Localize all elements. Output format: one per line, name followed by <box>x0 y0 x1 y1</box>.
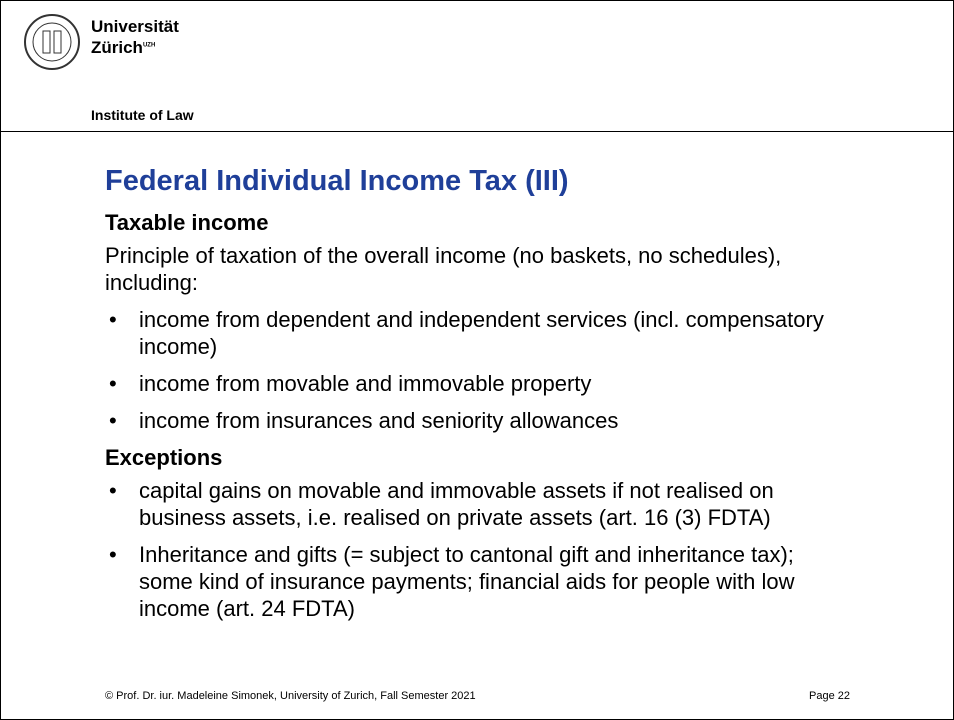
bullet: income from dependent and independent se… <box>105 306 824 360</box>
logo-seal <box>24 14 80 70</box>
bullet: income from movable and immovable proper… <box>105 370 824 397</box>
city: Zürich <box>91 38 143 57</box>
slide-body: Taxable income Principle of taxation of t… <box>105 209 824 632</box>
bullet-line: capital gains on movable and immovable a… <box>139 478 774 503</box>
bullet-line: income from dependent and independent se… <box>139 307 824 332</box>
bullet-line: income) <box>139 334 218 359</box>
bullet-list: capital gains on movable and immovable a… <box>105 477 824 622</box>
bullet: capital gains on movable and immovable a… <box>105 477 824 531</box>
bullet-line: Inheritance and gifts (= subject to cant… <box>139 542 794 567</box>
footer-copyright: © Prof. Dr. iur. Madeleine Simonek, Univ… <box>105 690 476 702</box>
slide-title: Federal Individual Income Tax (III) <box>105 165 569 197</box>
bullet: Inheritance and gifts (= subject to cant… <box>105 541 824 622</box>
bullet-line: income from movable and immovable proper… <box>139 371 592 396</box>
bullet-line: business assets, i.e. realised on privat… <box>139 505 771 530</box>
header-rule <box>1 131 953 132</box>
university-name: Universität <box>91 17 179 36</box>
intro-line: Principle of taxation of the overall inc… <box>105 243 782 268</box>
bullet-list: income from dependent and independent se… <box>105 306 824 434</box>
bullet-line: some kind of insurance payments; financi… <box>139 569 795 594</box>
bullet-line: income (art. 24 FDTA) <box>139 596 355 621</box>
intro-line: including: <box>105 270 198 295</box>
university-city: ZürichUZH <box>91 38 155 58</box>
bullet: income from insurances and seniority all… <box>105 407 824 434</box>
footer-page: Page 22 <box>809 690 850 702</box>
section-heading: Taxable income <box>105 210 269 235</box>
uzh: UZH <box>142 42 156 49</box>
bullet-line: income from insurances and seniority all… <box>139 408 619 433</box>
institute: Institute of Law <box>91 107 194 123</box>
section-heading: Exceptions <box>105 445 223 470</box>
